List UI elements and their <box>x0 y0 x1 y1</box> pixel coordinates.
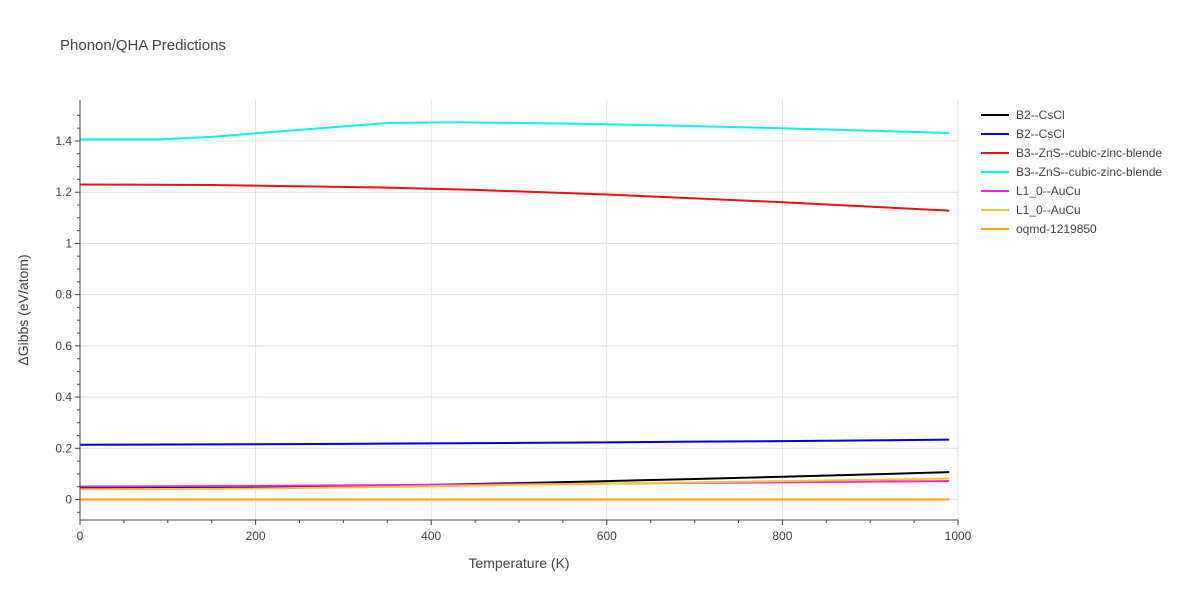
series-line-3 <box>79 183 950 212</box>
legend-label-5: L1_0--AuCu <box>1016 184 1081 198</box>
y-axis-title: ΔGibbs (eV/atom) <box>15 254 31 365</box>
y-tick-label: 0.8 <box>55 288 72 302</box>
y-tick-label: 1 <box>65 236 72 250</box>
x-tick-label: 200 <box>246 529 266 543</box>
series-line-6 <box>79 477 950 491</box>
legend-label-4: B3--ZnS--cubic-zinc-blende <box>1016 165 1162 179</box>
x-tick-label: 1000 <box>945 529 972 543</box>
axes: 0 0.2 0.4 0.6 0.8 1 1.2 1.4 0 200 400 600 800 1000 <box>55 100 972 543</box>
x-tick-label: 0 <box>77 529 84 543</box>
legend-label-2: B2--CsCl <box>1016 127 1065 141</box>
chart-title: Phonon/QHA Predictions <box>60 37 226 54</box>
x-tick-label: 400 <box>421 529 441 543</box>
legend: B2--CsCl B2--CsCl B3--ZnS--cubic-zinc-blen… <box>981 108 1162 236</box>
y-tick-label: 0.2 <box>55 441 72 455</box>
x-tick-label: 800 <box>772 529 792 543</box>
legend-label-1: B2--CsCl <box>1016 108 1065 122</box>
y-tick-label: 1.2 <box>55 185 72 199</box>
x-axis-title: Temperature (K) <box>468 555 569 571</box>
plot-area <box>79 121 950 501</box>
y-tick-label: 1.4 <box>55 134 72 148</box>
y-tick-label: 0.6 <box>55 339 72 353</box>
series-line-4 <box>80 121 950 141</box>
legend-label-7: oqmd-1219850 <box>1016 222 1097 236</box>
y-tick-label: 0.4 <box>55 390 72 404</box>
legend-label-6: L1_0--AuCu <box>1016 203 1081 217</box>
legend-label-3: B3--ZnS--cubic-zinc-blende <box>1016 146 1162 160</box>
grid <box>80 100 959 520</box>
series-line-2 <box>79 438 950 446</box>
y-tick-label: 0 <box>65 493 72 507</box>
x-tick-label: 600 <box>597 529 617 543</box>
